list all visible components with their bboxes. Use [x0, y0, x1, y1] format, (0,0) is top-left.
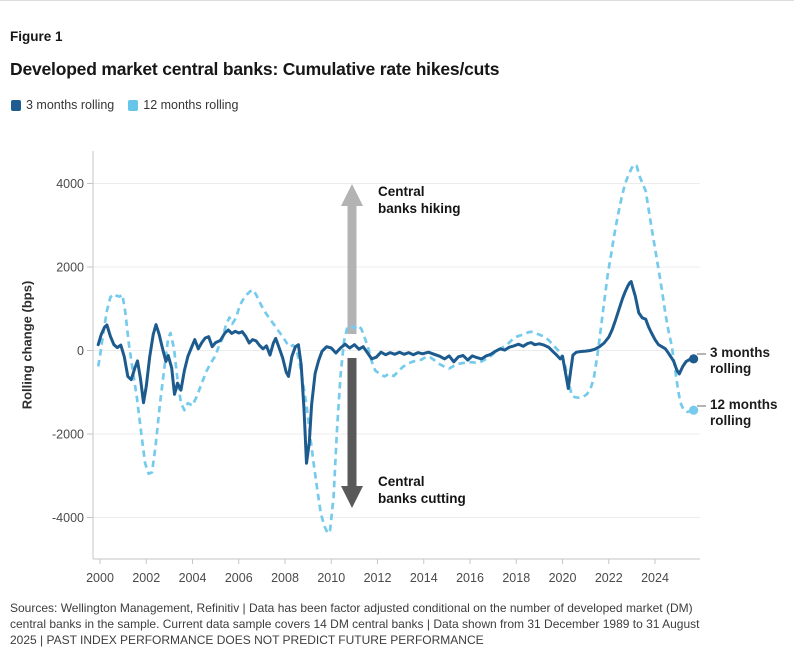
cutting-arrow-head [341, 486, 363, 508]
source-note-line-3: 2025 | PAST INDEX PERFORMANCE DOES NOT P… [10, 633, 484, 648]
source-note: Sources: Wellington Management, Refiniti… [10, 600, 792, 648]
legend-label-12-months: 12 months rolling [143, 98, 239, 112]
cutting-arrow-shaft [347, 358, 357, 487]
series-line-3-months [96, 280, 696, 465]
y-tick-label: 4000 [56, 177, 84, 191]
x-tick-label: 2022 [595, 571, 623, 585]
legend-swatch-12-months [128, 99, 139, 111]
series-end-label-3-months: 3 months rolling [710, 345, 771, 376]
legend-swatch-3-months [11, 99, 21, 111]
legend: 3 months rolling 12 months rolling [11, 98, 238, 112]
x-tick-label: 2020 [549, 571, 577, 585]
x-tick-label: 2018 [502, 571, 530, 585]
x-tick-label: 2016 [456, 571, 484, 585]
x-tick-label: 2014 [410, 571, 438, 585]
annotation-central-banks-hiking: Central banks hiking [378, 184, 461, 216]
series-end-label-12-months: 12 months rolling [710, 397, 778, 428]
chart-canvas: 4000 2000 0 -2000 -4000 2000 2002 2004 2006 2008 2… [52, 151, 706, 585]
series-line-12-months [96, 163, 694, 535]
x-tick-label: 2012 [364, 571, 392, 585]
hiking-arrow-head [341, 184, 363, 206]
source-note-line-2: central banks in the sample. Current dat… [10, 617, 700, 632]
x-tick-label: 2024 [641, 571, 669, 585]
legend-item-12-months: 12 months rolling [128, 98, 238, 112]
x-tick-label: 2004 [179, 571, 207, 585]
series-end-dot-3-months [689, 354, 699, 364]
x-tick-label: 2006 [225, 571, 253, 585]
y-tick-label: 2000 [56, 260, 84, 274]
legend-label-3-months: 3 months rolling [26, 98, 115, 112]
x-tick-label: 2008 [271, 571, 299, 585]
series-end-dot-12-months [689, 405, 699, 415]
chart-title: Developed market central banks: Cumulati… [10, 59, 500, 79]
x-tick-label: 2002 [132, 571, 160, 585]
hiking-arrow-shaft [347, 205, 357, 334]
y-tick-label: -4000 [52, 511, 84, 525]
figure-label: Figure 1 [10, 29, 63, 44]
x-tick-label: 2010 [317, 571, 345, 585]
x-tick-label: 2000 [86, 571, 114, 585]
y-tick-label: 0 [77, 344, 84, 358]
y-tick-label: -2000 [52, 428, 84, 442]
source-note-line-1: Sources: Wellington Management, Refiniti… [10, 601, 693, 615]
legend-item-3-months: 3 months rolling [11, 98, 114, 112]
annotation-central-banks-cutting: Central banks cutting [378, 474, 466, 506]
